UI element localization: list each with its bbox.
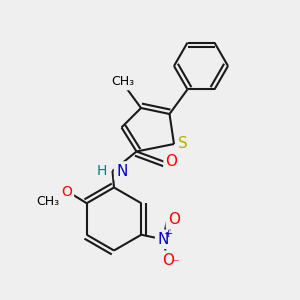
Text: S: S xyxy=(178,136,187,152)
Text: O: O xyxy=(162,253,174,268)
Text: +: + xyxy=(164,230,173,239)
Text: N: N xyxy=(157,232,169,247)
Text: ⁻: ⁻ xyxy=(172,258,179,271)
Text: O: O xyxy=(166,154,178,169)
Text: H: H xyxy=(97,164,107,178)
Text: CH₃: CH₃ xyxy=(111,75,135,88)
Text: O: O xyxy=(168,212,180,227)
Text: N: N xyxy=(116,164,128,178)
Text: O: O xyxy=(61,185,72,199)
Text: CH₃: CH₃ xyxy=(37,195,60,208)
